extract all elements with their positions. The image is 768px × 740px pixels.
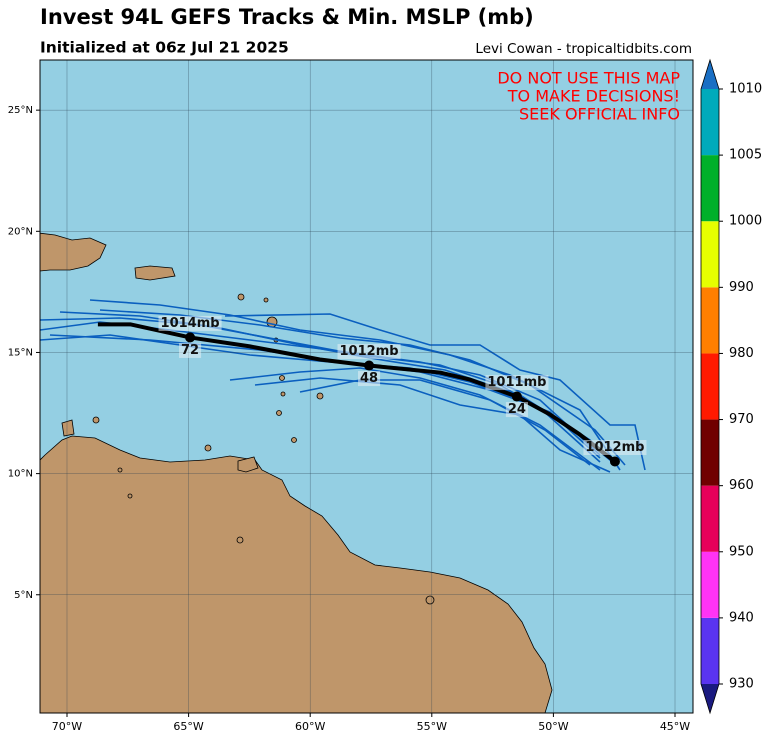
label-box [505,402,528,418]
x-tick-label: 50°W [538,720,568,733]
colorbar-band [701,551,719,618]
colorbar-band [701,221,719,288]
colorbar-band [701,89,719,156]
track-point [511,391,522,402]
warning-text: TO MAKE DECISIONS! [507,87,680,106]
hour-label: 72 [181,343,199,358]
warning-text: DO NOT USE THIS MAP [497,69,680,88]
mean-track [97,322,617,464]
land [40,232,553,713]
colorbar-band [701,419,719,486]
x-tick-label: 65°W [173,720,203,733]
hour-label: 24 [508,402,526,417]
x-tick-label: 60°W [295,720,325,733]
pressure-label: 1012mb [340,344,399,359]
warning-text: SEEK OFFICIAL INFO [519,105,680,124]
pressure-label: 1014mb [161,316,220,331]
map: 1014mb 72 1012mb 48 1011mb 24 1012mb DO NOT US… [40,60,693,713]
colorbar-label: 1005 [729,148,762,163]
track-point [364,360,375,371]
label-box [158,315,222,331]
x-tick-label: 70°W [52,720,82,733]
hour-label: 48 [360,371,378,386]
colorbar-over [701,60,719,89]
label-box [485,375,549,391]
colorbar-label: 1010 [729,82,762,97]
x-tick-label: 55°W [417,720,447,733]
y-tick-label: 15°N [8,347,33,358]
subtitle: Initialized at 06z Jul 21 2025 [40,39,289,57]
colorbar: 930 940 950 960 970 980 990 1000 1005 1010 [700,58,762,715]
colorbar-label: 930 [729,677,754,692]
colorbar-label: 980 [729,346,754,361]
label-box [358,371,381,387]
colorbar-band [701,353,719,420]
track-point [609,456,620,467]
colorbar-label: 950 [729,544,754,559]
colorbar-band [701,485,719,552]
colorbar-label: 1000 [729,214,762,229]
y-tick-label: 20°N [8,226,33,237]
tracks: 1014mb 72 1012mb 48 1011mb 24 1012mb [97,315,647,467]
colorbar-label: 970 [729,412,754,427]
title: Invest 94L GEFS Tracks & Min. MSLP (mb) [40,5,534,29]
colorbar-band [701,617,719,684]
pressure-label: 1011mb [487,375,546,390]
colorbar-label: 960 [729,478,754,493]
colorbar-band [701,287,719,354]
grid [40,60,693,713]
track-point [185,332,196,343]
label-box [337,344,401,360]
y-tick-label: 10°N [8,469,33,480]
pressure-label: 1012mb [585,440,644,455]
colorbar-label: 990 [729,280,754,295]
x-tick-label: 45°W [660,720,690,733]
label-box [583,439,647,455]
colorbar-label: 940 [729,610,754,625]
label-box [179,342,202,358]
colorbar-under [701,684,719,713]
y-tick-label: 25°N [8,105,33,116]
credit: Levi Cowan - tropicaltidbits.com [475,41,692,57]
map-frame [39,59,694,714]
ticks: 70°W 65°W 60°W 55°W 50°W 45°W 5°N 10°N 15°N 20°N 2… [8,105,691,733]
y-tick-label: 5°N [14,590,33,601]
colorbar-band [701,155,719,222]
